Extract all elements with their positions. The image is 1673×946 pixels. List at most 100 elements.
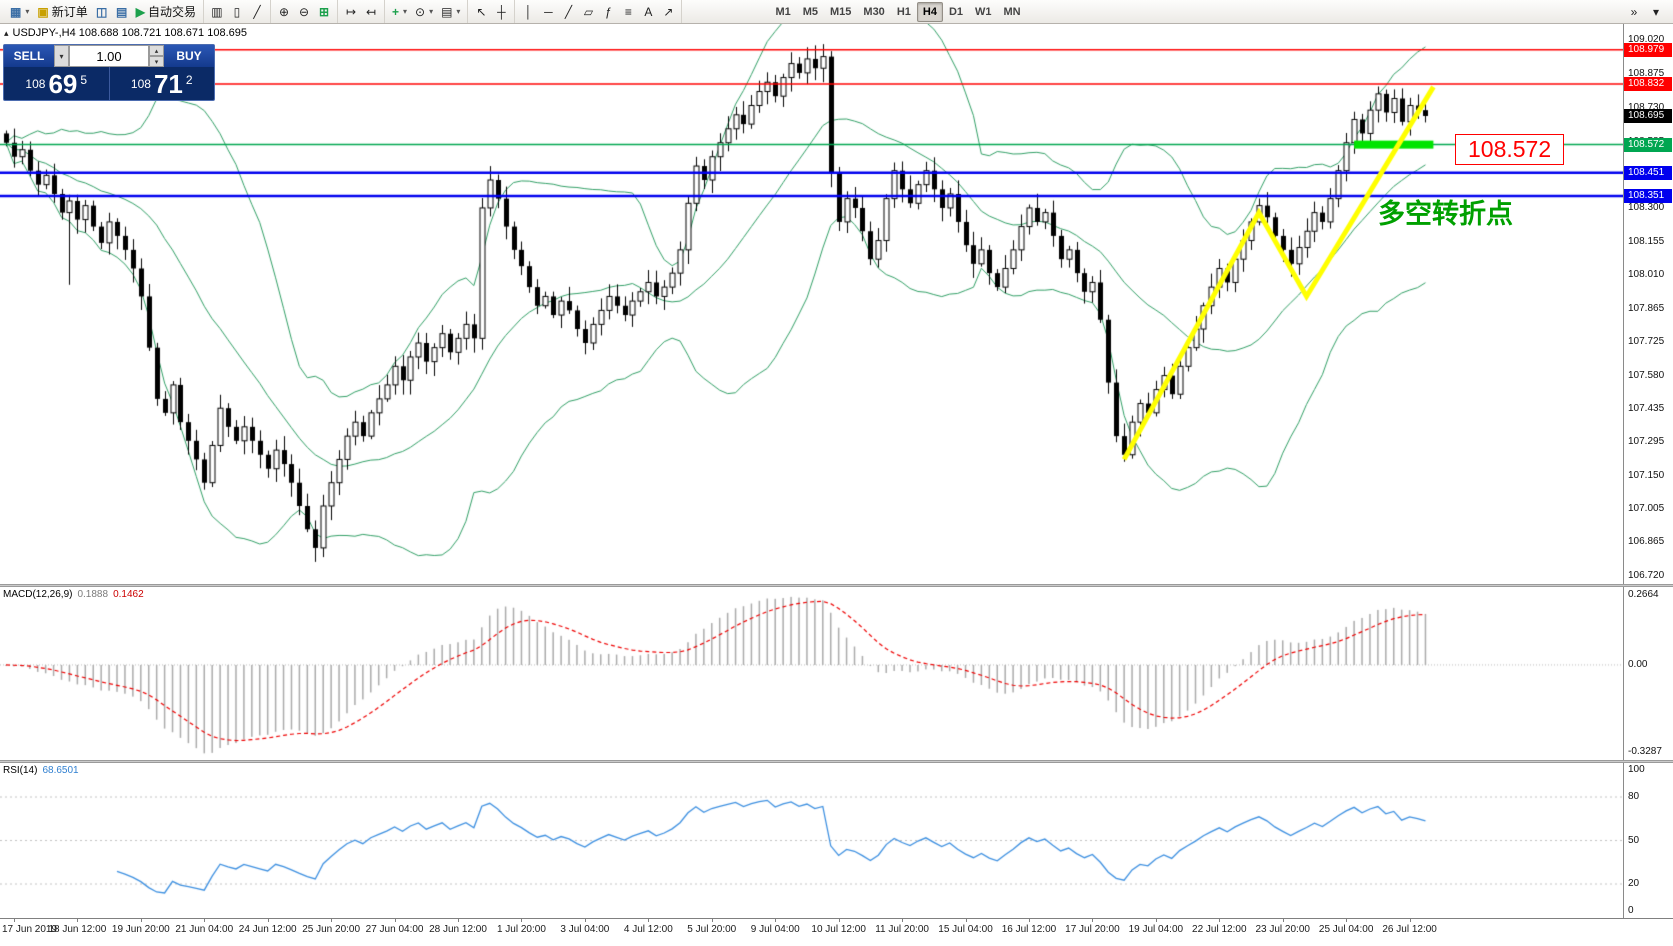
sell-price-big: 69: [48, 68, 78, 99]
rsi-name: RSI(14): [3, 765, 38, 776]
text-label-icon[interactable]: A: [644, 4, 653, 19]
profiles-icon[interactable]: ◫: [96, 4, 108, 19]
macd-axis[interactable]: 0.2664 0.00 -0.3287: [1623, 587, 1673, 760]
sell-button[interactable]: SELL: [4, 45, 54, 67]
bar-chart-type-icon[interactable]: ▥: [211, 4, 223, 19]
toolbar-groups: ▦ ▾ ▣ 新订单 ◫ ▤ ▶ 自动交易 ▥ ▯ ╱ ⊕ ⊖ ⊞ ↦ ↤ + ▾ ⊙ ▾ ▤ ▾ ↖ ┼ │ ─ ╱ ▱ ƒ ≡ A ↗ M1 M…: [3, 0, 1030, 23]
chevron-down-icon: ▾: [402, 7, 407, 16]
timeframe-m5-button[interactable]: M5: [802, 5, 818, 18]
timeframe-m15-button[interactable]: M15: [830, 5, 852, 18]
templates-icon[interactable]: ▤ ▾: [441, 4, 461, 19]
time-axis-label: 5 Jul 20:00: [687, 924, 737, 935]
candlestick-chart-type-icon[interactable]: ▯: [233, 4, 241, 19]
zoom-out-icon[interactable]: ⊖: [298, 4, 309, 19]
panel-separator-macd[interactable]: [0, 584, 1673, 587]
line-chart-type-icon[interactable]: ╱: [253, 4, 261, 19]
timeframe-h1-button[interactable]: H1: [896, 5, 911, 18]
price-line-badge: 108.832: [1624, 77, 1672, 92]
volume-decrease-button[interactable]: ▾: [149, 56, 164, 67]
time-axis-label: 11 Jul 20:00: [875, 924, 929, 935]
indicators-icon[interactable]: + ▾: [391, 4, 407, 19]
time-tick: [1409, 919, 1411, 922]
rsi-axis[interactable]: 100 80 50 20 0: [1623, 763, 1673, 918]
time-axis-label: 1 Jul 20:00: [496, 924, 546, 935]
time-axis-label: 3 Jul 04:00: [560, 924, 610, 935]
time-tick: [775, 919, 777, 922]
macd-value-main: 0.1888: [77, 589, 109, 600]
crosshair-icon[interactable]: ┼: [497, 4, 506, 19]
horizontal-line-icon[interactable]: ─: [544, 4, 553, 19]
toolbar-group-5: ↖ ┼: [468, 0, 516, 23]
auto-scroll-icon[interactable]: ↦: [345, 4, 356, 19]
trendline-icon[interactable]: ╱: [564, 4, 573, 19]
zoom-in-icon[interactable]: ⊕: [278, 4, 289, 19]
time-tick: [902, 919, 904, 922]
arrow-object-icon[interactable]: ↗: [663, 4, 674, 19]
buy-price-button[interactable]: 108 71 2: [108, 67, 215, 100]
price-axis[interactable]: 109.020108.875108.730108.585108.440108.3…: [1623, 24, 1673, 584]
price-line-badge: 108.979: [1624, 42, 1672, 57]
timeframe-mn-button[interactable]: MN: [1003, 5, 1021, 18]
time-tick: [1092, 919, 1094, 922]
buy-button[interactable]: BUY: [164, 45, 214, 67]
equidistant-channel-icon[interactable]: ▱: [583, 4, 594, 19]
rsi-axis-label: 100: [1628, 764, 1645, 775]
periods-icon[interactable]: ⊙ ▾: [415, 4, 434, 19]
fibonacci-icon[interactable]: ƒ: [605, 4, 612, 19]
one-click-trade-panel: SELL ▾ ▴ ▾ BUY 108 69 5 108 71 2: [3, 44, 215, 101]
time-tick: [140, 919, 142, 922]
support-price-callout[interactable]: 108.572: [1455, 134, 1565, 165]
timeframe-h4-button[interactable]: H4: [916, 1, 943, 22]
sell-price-button[interactable]: 108 69 5: [4, 67, 109, 100]
macd-axis-label: 0.2664: [1628, 589, 1659, 600]
andrews-pitchfork-icon[interactable]: ≡: [624, 4, 632, 19]
time-axis-label: 9 Jul 04:00: [750, 924, 800, 935]
vertical-line-icon[interactable]: │: [524, 4, 533, 19]
time-axis-label: 19 Jul 04:00: [1128, 924, 1184, 935]
price-axis-label: 107.435: [1628, 403, 1665, 415]
time-axis-label: 17 Jun 2019: [2, 924, 58, 935]
rsi-axis-label: 80: [1628, 791, 1640, 802]
time-axis-label: 27 Jun 04:00: [365, 924, 424, 935]
toolbar-right: » ▾: [1624, 2, 1670, 22]
trade-options-dropdown[interactable]: ▾: [54, 45, 69, 67]
timeframe-d1-button[interactable]: D1: [948, 5, 963, 18]
chart-shift-icon[interactable]: ↤: [365, 4, 376, 19]
price-line-badge: 108.695: [1624, 108, 1672, 123]
price-axis-label: 107.580: [1628, 369, 1665, 381]
timeframe-m1-button[interactable]: M1: [775, 5, 791, 18]
time-axis[interactable]: 17 Jun 2019 18 Jun 12:00 19 Jun 20:00 21 Ju…: [0, 918, 1673, 946]
rsi-panel: RSI(14) 68.6501 100 80 50 20 0: [0, 763, 1673, 918]
toolbar-overflow-button[interactable]: »: [1630, 4, 1638, 19]
price-axis-label: 108.875: [1628, 68, 1665, 80]
new-chart-button[interactable]: ▦ ▾: [10, 4, 30, 19]
rsi-axis-label: 50: [1628, 834, 1640, 846]
toolbar-group-0: ▦ ▾ ▣ 新订单 ◫ ▤ ▶ 自动交易: [3, 0, 204, 23]
time-tick: [267, 919, 269, 922]
macd-axis-label: -0.3287: [1628, 746, 1662, 757]
price-axis-label: 108.730: [1628, 101, 1665, 113]
panel-separator-rsi[interactable]: [0, 760, 1673, 763]
price-axis-label: 108.300: [1628, 201, 1665, 213]
turning-point-annotation[interactable]: 多空转折点: [1378, 199, 1513, 229]
time-axis-label: 22 Jul 12:00: [1192, 924, 1247, 935]
tile-windows-icon[interactable]: ⊞: [318, 4, 329, 19]
rsi-canvas[interactable]: [0, 763, 1623, 918]
toolbar-customize-button[interactable]: ▾: [1652, 4, 1660, 19]
autotrading-button[interactable]: ▶ 自动交易: [135, 4, 196, 19]
sell-price-prefix: 108: [25, 76, 46, 91]
price-chart-canvas[interactable]: [0, 24, 1623, 584]
macd-canvas[interactable]: [0, 587, 1623, 760]
toolbar-group-2: ⊕ ⊖ ⊞: [271, 0, 338, 23]
volume-input[interactable]: [69, 45, 149, 67]
timeframe-m30-button[interactable]: M30: [863, 5, 885, 18]
time-tick: [584, 919, 586, 922]
volume-increase-button[interactable]: ▴: [149, 45, 164, 56]
new-order-button[interactable]: ▣ 新订单: [37, 4, 88, 19]
timeframe-w1-button[interactable]: W1: [975, 5, 992, 18]
one-click-collapse-icon[interactable]: ▴: [4, 27, 9, 38]
macd-panel: MACD(12,26,9) 0.1888 0.1462 0.2664 0.00 -0.3…: [0, 587, 1673, 760]
time-axis-label: 10 Jul 12:00: [811, 924, 866, 935]
market-watch-icon[interactable]: ▤: [116, 4, 128, 19]
cursor-icon[interactable]: ↖: [476, 4, 487, 19]
